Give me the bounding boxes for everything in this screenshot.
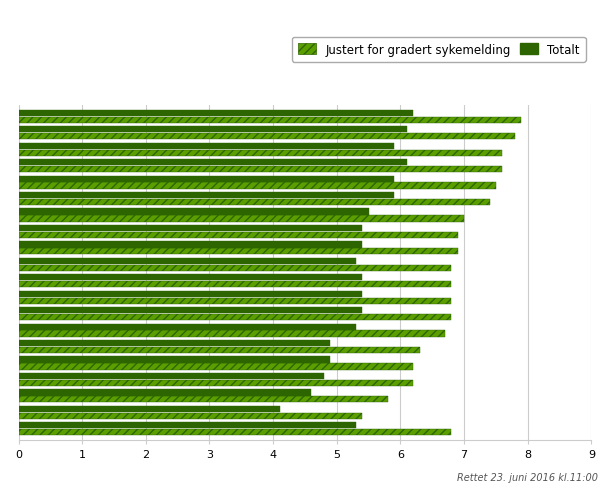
Bar xyxy=(18,110,413,117)
Bar xyxy=(18,265,451,272)
Bar xyxy=(18,216,464,222)
Bar xyxy=(18,176,394,182)
Bar xyxy=(18,166,502,173)
Bar xyxy=(18,242,362,248)
Bar xyxy=(18,258,356,264)
Bar xyxy=(18,282,451,288)
Bar xyxy=(18,357,331,363)
Bar xyxy=(18,193,394,199)
Bar xyxy=(18,150,502,156)
Bar xyxy=(18,363,413,370)
Bar xyxy=(18,307,362,314)
Bar xyxy=(18,134,515,140)
Bar xyxy=(18,429,451,436)
Bar xyxy=(18,413,362,419)
Bar xyxy=(18,232,458,239)
Bar xyxy=(18,209,368,215)
Bar xyxy=(18,390,311,396)
Bar xyxy=(18,160,407,166)
Text: Rettet 23. juni 2016 kl.11:00: Rettet 23. juni 2016 kl.11:00 xyxy=(457,471,598,482)
Bar xyxy=(18,127,407,133)
Bar xyxy=(18,423,356,428)
Bar xyxy=(18,291,362,297)
Bar xyxy=(18,249,458,255)
Bar xyxy=(18,274,362,281)
Bar xyxy=(18,347,420,353)
Bar xyxy=(18,314,451,320)
Bar xyxy=(18,183,496,189)
Bar xyxy=(18,380,413,386)
Bar xyxy=(18,143,394,150)
Bar xyxy=(18,324,356,330)
Bar xyxy=(18,298,451,304)
Bar xyxy=(18,373,324,379)
Bar xyxy=(18,331,445,337)
Bar xyxy=(18,118,522,123)
Bar xyxy=(18,406,279,412)
Bar xyxy=(18,396,388,403)
Legend: Justert for gradert sykemelding, Totalt: Justert for gradert sykemelding, Totalt xyxy=(292,38,586,62)
Bar xyxy=(18,199,490,206)
Bar xyxy=(18,340,331,347)
Bar xyxy=(18,226,362,232)
